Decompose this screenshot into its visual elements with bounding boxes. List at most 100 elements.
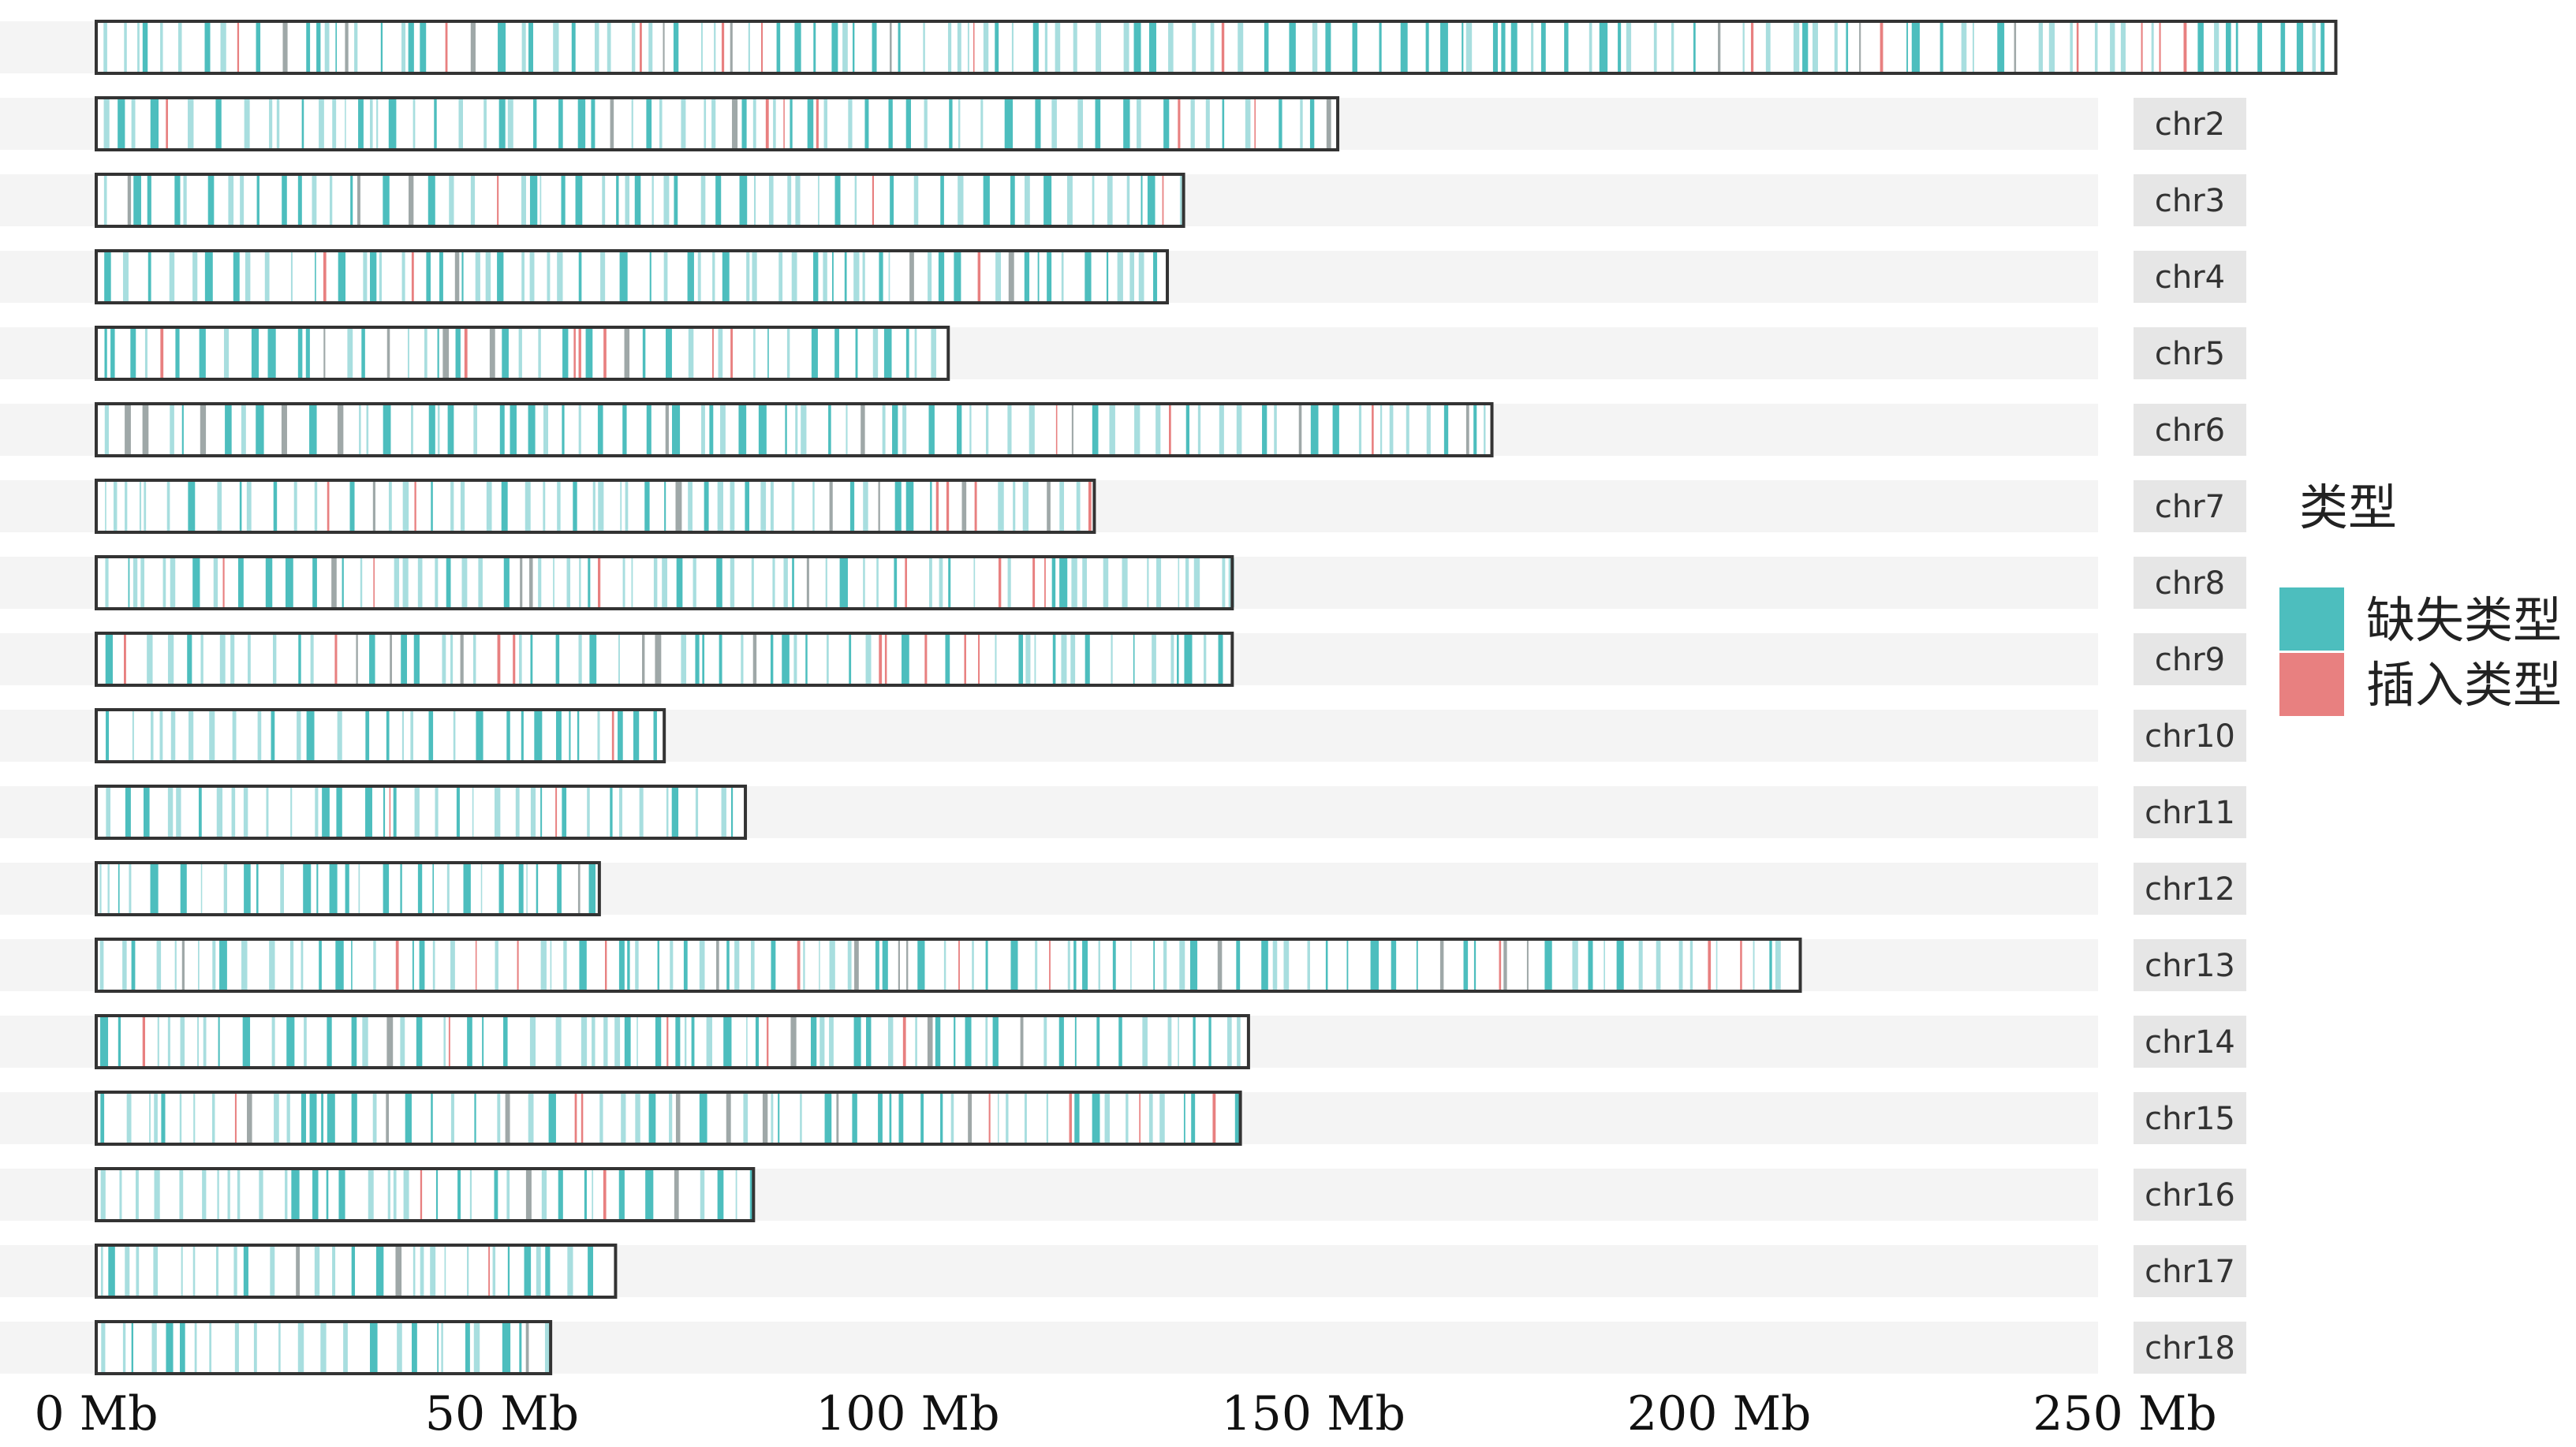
chromosome-bar-outline [95, 555, 1234, 610]
variant-mark [888, 99, 893, 148]
variant-mark [193, 1094, 196, 1143]
variant-mark [473, 405, 478, 454]
variant-mark [245, 252, 251, 301]
chromosome-label: chr7 [2155, 489, 2225, 525]
variant-mark [718, 329, 723, 378]
variant-mark [2257, 23, 2263, 72]
variant-mark [282, 176, 287, 225]
variant-mark [594, 23, 599, 72]
variant-mark [316, 864, 319, 913]
variant-mark [721, 788, 726, 837]
variant-mark [1325, 23, 1331, 72]
variant-mark [315, 252, 316, 301]
variant-mark [768, 176, 774, 225]
variant-mark [803, 941, 805, 990]
variant-mark [726, 1094, 731, 1143]
variant-mark [530, 788, 536, 837]
variant-mark [920, 1094, 924, 1143]
variant-mark [482, 1017, 484, 1066]
variant-mark [773, 99, 776, 148]
variant-mark [917, 941, 925, 990]
variant-mark [800, 1094, 802, 1143]
variant-mark [1274, 405, 1277, 454]
chromosome-label: chr4 [2155, 259, 2225, 296]
chromosome-label-box [2134, 1092, 2246, 1144]
variant-mark [674, 176, 678, 225]
variant-mark [664, 482, 666, 531]
variant-mark [1073, 941, 1077, 990]
variant-mark [301, 1094, 307, 1143]
variant-mark [1043, 176, 1052, 225]
variant-mark [395, 1247, 402, 1296]
variant-mark [741, 99, 747, 148]
variant-mark [853, 1017, 861, 1066]
variant-mark [894, 558, 898, 607]
variant-mark [557, 864, 562, 913]
variant-mark [1162, 176, 1164, 225]
variant-mark [1372, 405, 1374, 454]
variant-mark [386, 711, 390, 760]
variant-mark [1103, 558, 1109, 607]
variant-mark [813, 252, 819, 301]
variant-mark [223, 864, 228, 913]
variant-mark [432, 941, 435, 990]
chromosome-label: chr3 [2155, 183, 2225, 219]
variant-mark [334, 635, 338, 684]
variant-mark [218, 1017, 220, 1066]
variant-mark [1312, 23, 1318, 72]
variant-mark [517, 941, 519, 990]
chromosome-label: chr13 [2145, 948, 2235, 984]
variant-mark [278, 1323, 281, 1372]
variant-mark [1332, 405, 1339, 454]
variant-mark [446, 558, 451, 607]
variant-mark [1035, 941, 1038, 990]
variant-mark [506, 1170, 510, 1219]
chromosome-rows: chr1 chr2 chr3 chr4 chr5 chr6 chr7 chr8 chr9 chr1… [0, 20, 2338, 1375]
variant-mark [639, 788, 644, 837]
variant-mark [372, 482, 375, 531]
variant-mark [958, 99, 961, 148]
variant-mark [492, 1247, 496, 1296]
variant-mark [220, 23, 226, 72]
variant-mark [1379, 405, 1383, 454]
variant-mark [1813, 23, 1818, 72]
variant-mark [188, 99, 194, 148]
variant-mark [670, 941, 674, 990]
variant-mark [973, 23, 975, 72]
chromosome-row-chr7: chr7 [0, 479, 2246, 534]
variant-mark [1155, 405, 1161, 454]
chromosome-label: chr16 [2145, 1177, 2235, 1214]
variant-mark [801, 405, 807, 454]
variant-mark [273, 482, 278, 531]
variant-mark [649, 252, 651, 301]
variant-mark [450, 941, 455, 990]
variant-mark [222, 558, 225, 607]
variant-mark [1846, 23, 1849, 72]
variant-mark [200, 635, 203, 684]
variant-mark [624, 329, 630, 378]
variant-mark [1750, 23, 1754, 72]
variant-mark [209, 1323, 212, 1372]
variant-mark [202, 1170, 207, 1219]
variant-mark [635, 941, 639, 990]
variant-mark [539, 176, 542, 225]
variant-mark [898, 941, 900, 990]
variant-mark [494, 1170, 498, 1219]
variant-mark [637, 1017, 638, 1066]
variant-mark [431, 1094, 433, 1143]
variant-mark [358, 864, 360, 913]
variant-mark [767, 1017, 769, 1066]
variant-mark [369, 1323, 378, 1372]
variant-mark [314, 1247, 320, 1296]
variant-mark [709, 405, 714, 454]
variant-mark [1279, 99, 1282, 148]
variant-mark [267, 329, 276, 378]
variant-mark [506, 711, 510, 760]
variant-mark [983, 176, 990, 225]
variant-mark [1178, 99, 1181, 148]
variant-mark [1671, 23, 1674, 72]
variant-mark [276, 99, 280, 148]
variant-mark [1032, 23, 1039, 72]
variant-mark [578, 329, 581, 378]
variant-mark [160, 329, 164, 378]
